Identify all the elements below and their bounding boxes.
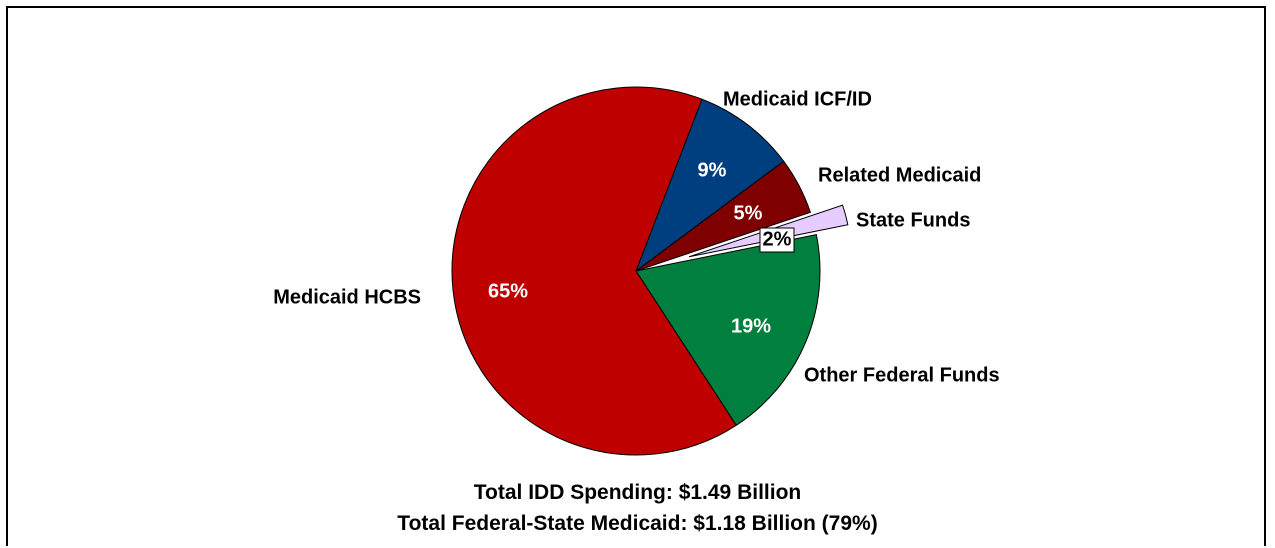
total-medicaid-text: Total Federal-State Medicaid: $1.18 Bill… (397, 512, 878, 535)
slice-medicaid-icf-id (634, 98, 785, 273)
category-label-medicaid-hcbs: Medicaid HCBS (273, 286, 421, 308)
category-label-state-funds: State Funds (856, 209, 970, 231)
value-label-medicaid-icf-id: 9% (698, 159, 727, 181)
slice-medicaid-hcbs (451, 86, 737, 456)
slice-other-federal-funds (635, 234, 821, 427)
category-label-other-federal-funds: Other Federal Funds (804, 364, 1000, 386)
slice-related-medicaid (635, 160, 812, 272)
value-label-other-federal-funds: 19% (731, 315, 771, 337)
category-label-medicaid-icf-id: Medicaid ICF/ID (723, 88, 872, 110)
total-idd-spending-text: Total IDD Spending: $1.49 Billion (473, 481, 802, 504)
value-label-state-funds: 2% (763, 228, 792, 250)
value-label-box-state-funds (759, 227, 795, 253)
category-label-related-medicaid: Related Medicaid (818, 164, 981, 186)
value-label-related-medicaid: 5% (734, 202, 763, 224)
value-label-medicaid-hcbs: 65% (488, 280, 528, 302)
